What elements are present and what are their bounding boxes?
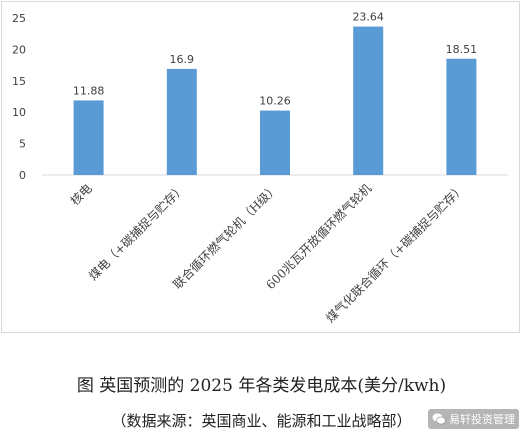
bar xyxy=(260,110,290,175)
bar xyxy=(73,100,104,175)
figure-caption: 图 英国预测的 2025 年各类发电成本(美分/kwh) xyxy=(76,376,447,396)
x-tick-label: 联合循环燃气轮机（H级） xyxy=(170,181,281,292)
source-note: （数据来源：英国商业、能源和工业战略部） xyxy=(111,412,412,430)
x-tick-label: 煤电（+碳捕捉与贮存） xyxy=(85,181,188,284)
y-tick-label: 10 xyxy=(12,106,26,119)
y-tick-label: 5 xyxy=(19,138,26,151)
watermark: 易轩投资管理 xyxy=(428,409,519,429)
bar xyxy=(353,26,384,175)
x-tick-label: 600兆瓦开放循环燃气轮机 xyxy=(263,181,375,293)
bar xyxy=(166,68,197,175)
data-label: 23.64 xyxy=(352,11,384,24)
data-label: 10.26 xyxy=(259,95,291,108)
y-tick-label: 15 xyxy=(12,75,26,88)
y-tick-label: 20 xyxy=(12,43,26,56)
bar-chart: 0 5 10 15 20 25 11.88 核电 16.9 煤电（+碳捕捉与贮存） 10.26 联合循… xyxy=(12,11,508,326)
bar xyxy=(446,58,477,175)
wechat-icon xyxy=(432,413,446,425)
data-label: 16.9 xyxy=(170,53,195,66)
y-tick-label: 25 xyxy=(12,12,26,25)
data-label: 18.51 xyxy=(446,43,478,56)
watermark-text: 易轩投资管理 xyxy=(449,413,515,426)
x-tick-label: 核电 xyxy=(68,181,95,208)
y-tick-label: 0 xyxy=(19,169,26,182)
data-label: 11.88 xyxy=(73,84,105,97)
